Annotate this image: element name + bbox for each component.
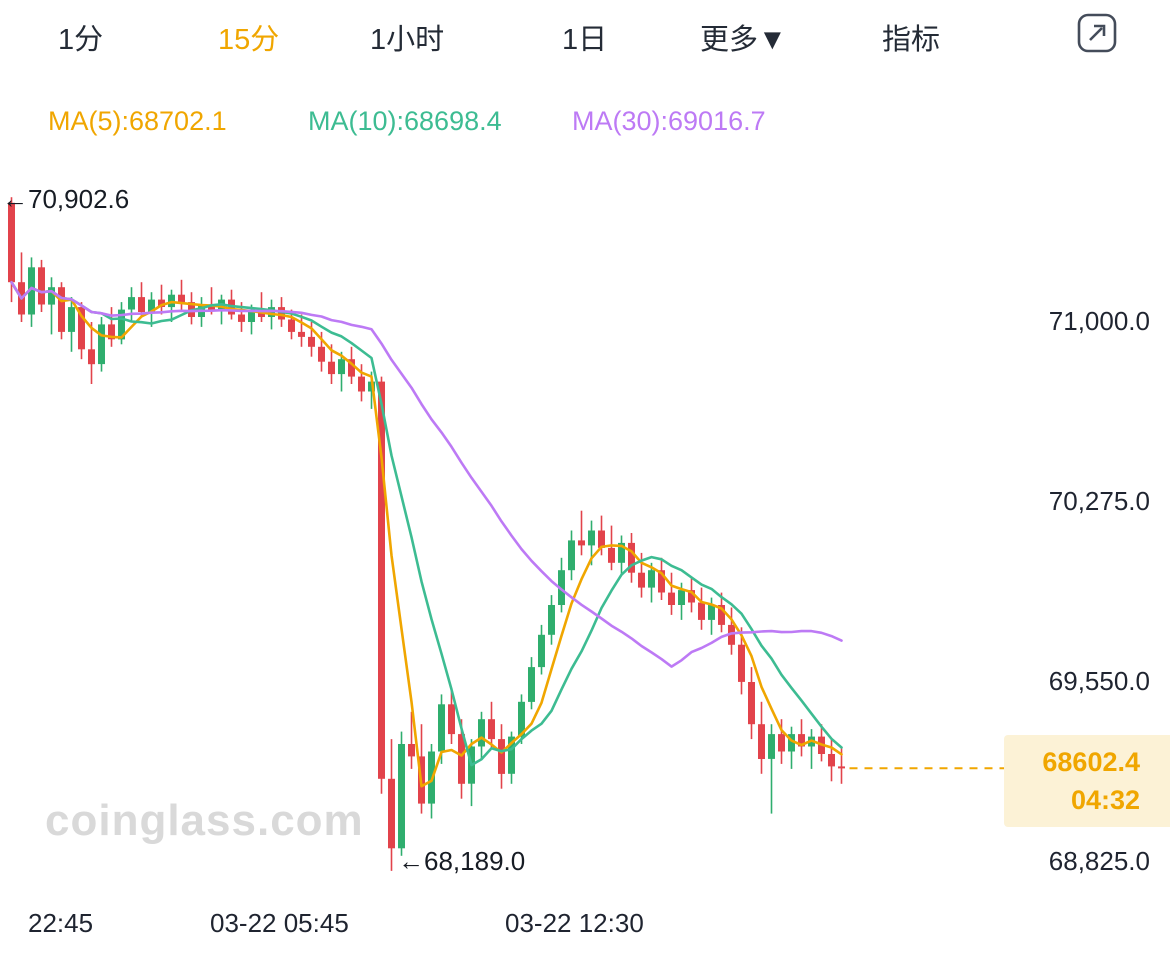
ma5-legend: MA(5):68702.1	[48, 106, 227, 136]
tab-more-dropdown[interactable]: 更多▼	[700, 24, 787, 56]
ma10-legend: MA(10):68698.4	[308, 106, 502, 136]
low-price-annotation: ←68,189.0	[398, 846, 526, 876]
high-price-annotation: ←70,902.6	[2, 184, 130, 214]
x-axis-label: 03-22 05:45	[210, 908, 349, 938]
current-price-badge: 68602.4 04:32	[1004, 735, 1170, 827]
tab-1day[interactable]: 1日	[562, 24, 608, 56]
ma30-line	[10, 280, 843, 668]
candlestick-chart[interactable]: coinglass.com ←70,902.6 ←68,189.0 71,000…	[0, 148, 1170, 957]
tab-15min[interactable]: 15分	[218, 24, 280, 56]
price-chart-svg[interactable]	[0, 148, 1170, 957]
chart-toolbar: 1分 15分 1小时 1日 更多▼ 指标	[0, 0, 1170, 72]
y-axis-label: 68,825.0	[1048, 846, 1150, 876]
ma5-line	[10, 280, 843, 788]
watermark: coinglass.com	[45, 796, 364, 845]
fullscreen-icon[interactable]	[1076, 12, 1118, 54]
candle-countdown: 04:32	[1070, 785, 1140, 815]
x-axis-label: 03-22 12:30	[505, 908, 644, 938]
y-axis-label: 69,550.0	[1048, 666, 1150, 696]
x-axis-label: 22:45	[28, 908, 94, 938]
tab-1hour[interactable]: 1小时	[370, 24, 445, 56]
y-axis-label: 70,275.0	[1048, 486, 1150, 516]
tab-1min[interactable]: 1分	[58, 24, 104, 56]
candlestick-series	[8, 197, 845, 871]
y-axis-label: 71,000.0	[1048, 306, 1150, 336]
current-price-value: 68602.4	[1042, 747, 1140, 777]
ma30-legend: MA(30):69016.7	[572, 106, 766, 136]
tab-indicators[interactable]: 指标	[882, 24, 941, 56]
ma10-line	[10, 280, 843, 767]
